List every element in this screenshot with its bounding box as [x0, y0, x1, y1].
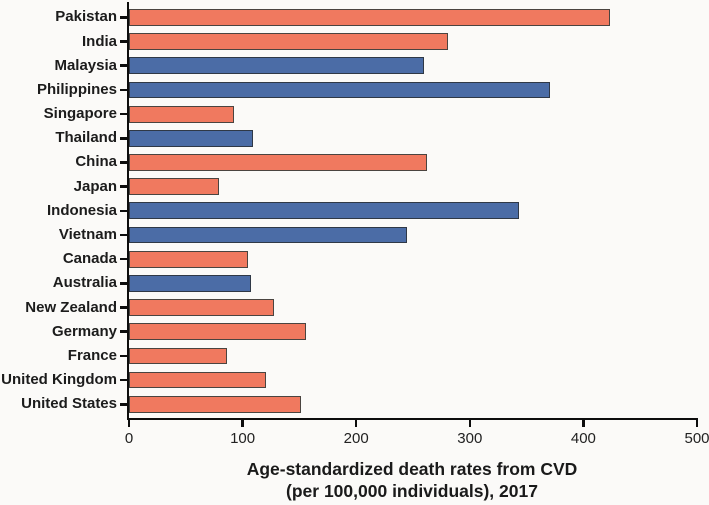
x-axis-line: [126, 417, 698, 420]
x-tick-mark: [468, 420, 472, 427]
x-tick-label: 100: [230, 430, 256, 447]
x-tick-mark: [695, 420, 699, 427]
category-label: Thailand: [55, 129, 117, 147]
x-tick-mark: [354, 420, 358, 427]
bar-singapore: [129, 105, 234, 123]
bar-united-kingdom: [129, 371, 267, 389]
x-tick-mark: [127, 420, 131, 427]
category-label: Vietnam: [58, 226, 117, 244]
y-tick-mark: [119, 378, 127, 382]
x-tick-mark: [241, 420, 244, 427]
bar-thailand: [129, 129, 253, 147]
category-label: United States: [21, 395, 117, 413]
bar-new-zealand: [129, 299, 275, 316]
bar-australia: [129, 274, 251, 292]
y-tick-mark: [119, 88, 127, 92]
bar-pakistan: [129, 9, 610, 26]
bar-germany: [129, 323, 307, 341]
x-axis-title-line2: (per 100,000 individuals), 2017: [286, 480, 538, 501]
y-tick-mark: [119, 233, 127, 237]
y-tick-mark: [119, 209, 127, 213]
bar-canada: [129, 250, 249, 268]
x-axis-title: Age-standardized death rates from CVD (p…: [126, 459, 698, 502]
category-label: France: [67, 346, 117, 364]
x-tick-label: 300: [457, 430, 483, 447]
category-label: Pakistan: [55, 8, 117, 26]
category-label: Malaysia: [54, 56, 117, 74]
x-tick-label: 0: [124, 430, 134, 447]
x-tick-label: 500: [684, 430, 709, 447]
y-tick-mark: [119, 330, 127, 334]
y-tick-mark: [119, 257, 127, 261]
y-tick-mark: [119, 161, 127, 164]
category-label: Japan: [73, 177, 117, 195]
category-label: New Zealand: [25, 298, 117, 316]
y-tick-mark: [119, 137, 127, 140]
bar-united-states: [129, 395, 301, 413]
y-tick-mark: [119, 402, 127, 406]
y-tick-mark: [119, 185, 127, 188]
bar-japan: [129, 178, 219, 196]
y-tick-mark: [119, 306, 127, 309]
x-tick-label: 400: [570, 430, 596, 447]
bar-france: [129, 347, 227, 365]
y-axis-line: [126, 2, 129, 420]
bar-vietnam: [129, 226, 408, 244]
x-tick-label: 200: [343, 430, 369, 447]
y-tick-mark: [119, 112, 127, 116]
category-label: Indonesia: [46, 201, 117, 219]
y-tick-mark: [119, 40, 127, 43]
bar-china: [129, 154, 427, 171]
bar-malaysia: [129, 57, 425, 75]
category-label: Philippines: [36, 80, 117, 98]
bar-philippines: [129, 81, 551, 99]
x-axis-title-line1: Age-standardized death rates from CVD: [246, 459, 578, 479]
bar-indonesia: [129, 202, 519, 220]
category-label: United Kingdom: [1, 371, 117, 389]
category-label: Singapore: [43, 105, 117, 123]
category-label: Australia: [52, 274, 117, 292]
category-label: India: [81, 32, 117, 50]
category-label: Germany: [51, 322, 117, 340]
category-label: China: [75, 153, 117, 171]
y-tick-mark: [119, 354, 127, 358]
y-tick-mark: [119, 282, 127, 285]
category-label: Canada: [62, 250, 117, 268]
y-tick-mark: [119, 64, 127, 68]
bar-india: [129, 33, 449, 50]
x-tick-mark: [582, 420, 585, 427]
y-tick-mark: [119, 16, 127, 19]
